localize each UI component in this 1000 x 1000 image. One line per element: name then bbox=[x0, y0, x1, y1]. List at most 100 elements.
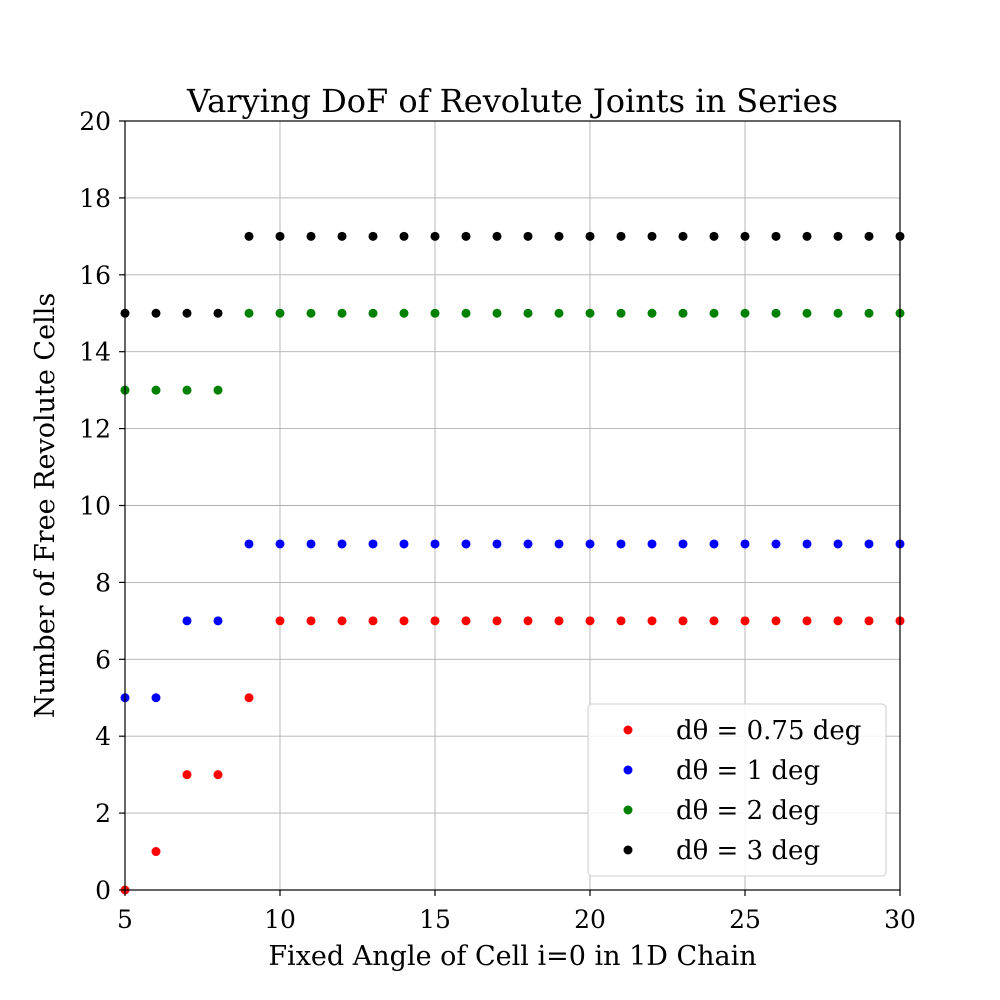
data-point bbox=[647, 231, 657, 241]
data-point bbox=[368, 539, 378, 549]
data-point bbox=[461, 539, 471, 549]
data-point bbox=[864, 231, 874, 241]
data-point bbox=[430, 539, 440, 549]
data-point bbox=[244, 231, 254, 241]
y-tick-label: 18 bbox=[79, 184, 111, 213]
data-point bbox=[306, 539, 316, 549]
data-point bbox=[368, 308, 378, 318]
data-point bbox=[802, 616, 812, 626]
data-point bbox=[833, 308, 843, 318]
data-point bbox=[554, 539, 564, 549]
data-point bbox=[337, 539, 347, 549]
data-point bbox=[585, 539, 595, 549]
data-point bbox=[182, 308, 192, 318]
data-point bbox=[802, 308, 812, 318]
y-tick-label: 4 bbox=[95, 722, 111, 751]
data-point bbox=[771, 616, 781, 626]
x-tick-label: 20 bbox=[574, 905, 606, 934]
data-point bbox=[864, 539, 874, 549]
data-point bbox=[306, 308, 316, 318]
data-point bbox=[275, 231, 285, 241]
data-point bbox=[399, 616, 409, 626]
data-point bbox=[151, 693, 161, 703]
data-point bbox=[461, 616, 471, 626]
data-point bbox=[833, 231, 843, 241]
data-point bbox=[492, 539, 502, 549]
data-point bbox=[771, 231, 781, 241]
x-tick-label: 10 bbox=[264, 905, 296, 934]
legend-marker bbox=[623, 725, 633, 735]
series-3 bbox=[120, 231, 905, 318]
data-point bbox=[182, 770, 192, 780]
data-point bbox=[213, 385, 223, 395]
data-point bbox=[802, 539, 812, 549]
data-point bbox=[554, 616, 564, 626]
data-point bbox=[771, 308, 781, 318]
data-point bbox=[399, 231, 409, 241]
data-point bbox=[740, 231, 750, 241]
data-point bbox=[244, 693, 254, 703]
data-point bbox=[709, 231, 719, 241]
legend-label: dθ = 0.75 deg bbox=[676, 716, 861, 746]
y-axis-label: Number of Free Revolute Cells bbox=[30, 293, 61, 718]
x-tick-label: 15 bbox=[419, 905, 451, 934]
data-point bbox=[554, 308, 564, 318]
data-point bbox=[523, 616, 533, 626]
data-point bbox=[244, 308, 254, 318]
data-point bbox=[213, 616, 223, 626]
data-point bbox=[399, 539, 409, 549]
data-point bbox=[616, 539, 626, 549]
data-point bbox=[678, 616, 688, 626]
legend-marker bbox=[623, 765, 633, 775]
data-point bbox=[151, 385, 161, 395]
y-tick-label: 14 bbox=[79, 338, 111, 367]
axis-ticks: 5 10 15 20 25 30 0 2 4 6 8 10 12 14 16 18 20 bbox=[79, 107, 916, 934]
data-point bbox=[337, 231, 347, 241]
data-point bbox=[523, 539, 533, 549]
data-point bbox=[833, 539, 843, 549]
data-point bbox=[275, 539, 285, 549]
y-tick-label: 0 bbox=[95, 876, 111, 905]
data-point bbox=[213, 308, 223, 318]
data-point bbox=[306, 616, 316, 626]
data-point bbox=[554, 231, 564, 241]
data-point bbox=[678, 308, 688, 318]
data-point bbox=[740, 616, 750, 626]
x-tick-label: 5 bbox=[117, 905, 133, 934]
legend-label: dθ = 1 deg bbox=[676, 756, 820, 786]
data-point bbox=[461, 308, 471, 318]
data-point bbox=[430, 616, 440, 626]
data-point bbox=[616, 616, 626, 626]
y-tick-label: 6 bbox=[95, 645, 111, 674]
series-1 bbox=[120, 539, 905, 703]
data-point bbox=[275, 616, 285, 626]
data-point bbox=[337, 308, 347, 318]
data-point bbox=[492, 616, 502, 626]
legend: dθ = 0.75 deg dθ = 1 deg dθ = 2 deg dθ = 3 … bbox=[587, 703, 887, 877]
data-point bbox=[740, 539, 750, 549]
data-point bbox=[492, 231, 502, 241]
legend-label: dθ = 3 deg bbox=[676, 836, 820, 866]
data-point bbox=[368, 231, 378, 241]
y-tick-label: 20 bbox=[79, 107, 111, 136]
data-point bbox=[151, 308, 161, 318]
data-point bbox=[213, 770, 223, 780]
data-point bbox=[678, 539, 688, 549]
y-tick-label: 16 bbox=[79, 261, 111, 290]
data-points bbox=[120, 231, 905, 895]
data-point bbox=[864, 308, 874, 318]
legend-marker bbox=[623, 845, 633, 855]
data-point bbox=[523, 308, 533, 318]
data-point bbox=[306, 231, 316, 241]
data-point bbox=[709, 539, 719, 549]
data-point bbox=[802, 231, 812, 241]
data-point bbox=[647, 308, 657, 318]
data-point bbox=[368, 616, 378, 626]
series-2 bbox=[120, 308, 905, 395]
data-point bbox=[647, 539, 657, 549]
data-point bbox=[399, 308, 409, 318]
legend-marker bbox=[623, 805, 633, 815]
data-point bbox=[182, 616, 192, 626]
